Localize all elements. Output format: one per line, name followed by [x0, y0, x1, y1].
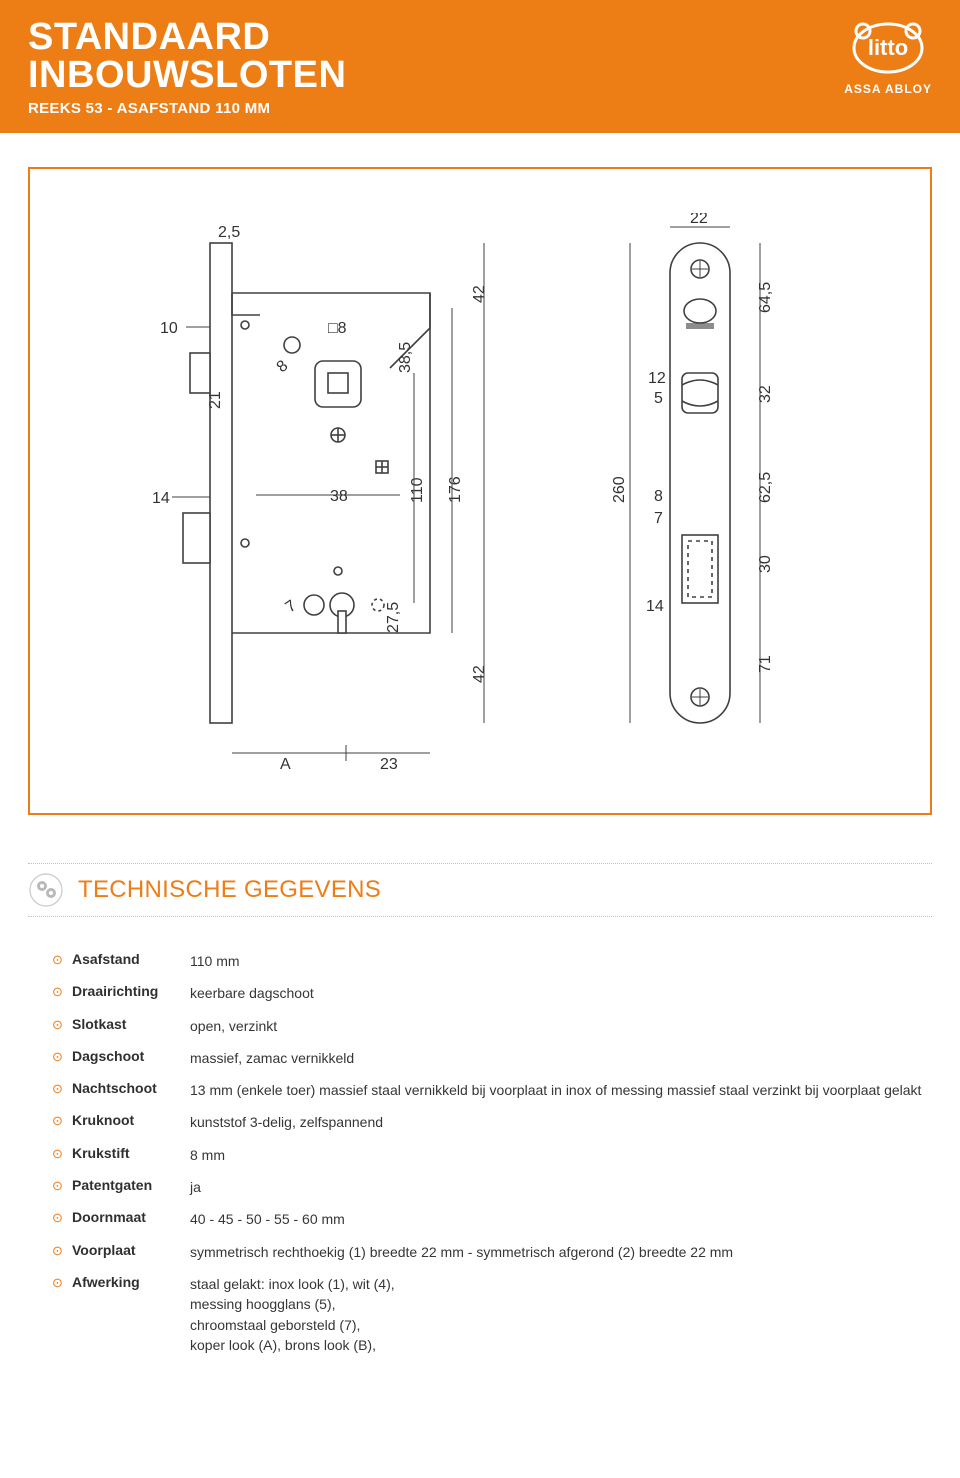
spec-label: Slotkast [72, 1016, 190, 1032]
spec-row: ⊙Slotkastopen, verzinkt [52, 1016, 932, 1036]
spec-value: staal gelakt: inox look (1), wit (4),mes… [190, 1274, 932, 1355]
dim-42-bot: 42 [471, 665, 488, 683]
bullet-icon: ⊙ [52, 1209, 72, 1227]
dim-176: 176 [447, 476, 464, 503]
spec-value: 40 - 45 - 50 - 55 - 60 mm [190, 1209, 932, 1229]
spec-label: Kruknoot [72, 1112, 190, 1128]
spec-label: Asafstand [72, 951, 190, 967]
dim-38: 38 [330, 488, 348, 505]
technical-drawing-frame: 2,5 10 □8 8 21 38,5 42 14 38 110 176 7 2… [28, 167, 932, 815]
spec-value-subline: chroomstaal geborsteld (7), [190, 1315, 932, 1335]
lock-body-drawing: 2,5 10 □8 8 21 38,5 42 14 38 110 176 7 2… [152, 224, 488, 773]
title-line-1: STANDAARD [28, 18, 346, 56]
spec-row: ⊙Kruknootkunststof 3-delig, zelfspannend [52, 1112, 932, 1132]
specs-list: ⊙Asafstand110 mm⊙Draairichtingkeerbare d… [52, 951, 932, 1355]
spec-value: 13 mm (enkele toer) massief staal vernik… [190, 1080, 932, 1100]
gear-icon [28, 872, 64, 908]
litto-logo-icon: litto [845, 20, 931, 78]
bullet-icon: ⊙ [52, 1048, 72, 1066]
dim-lower-7: 7 [283, 597, 300, 616]
dim-7: 7 [654, 510, 663, 527]
spec-value: ja [190, 1177, 932, 1197]
bullet-icon: ⊙ [52, 983, 72, 1001]
bullet-icon: ⊙ [52, 1177, 72, 1195]
spec-value: open, verzinkt [190, 1016, 932, 1036]
dim-14: 14 [152, 490, 170, 507]
subtitle: REEKS 53 - ASAFSTAND 110 MM [28, 100, 346, 117]
dim-small-8: 8 [274, 357, 292, 376]
dim-62-5: 62,5 [757, 472, 774, 503]
bullet-icon: ⊙ [52, 1242, 72, 1260]
dim-32: 32 [757, 385, 774, 403]
bullet-icon: ⊙ [52, 1016, 72, 1034]
dim-5: 5 [654, 390, 663, 407]
spec-label: Draairichting [72, 983, 190, 999]
spec-row: ⊙Asafstand110 mm [52, 951, 932, 971]
spec-value-subline: koper look (A), brons look (B), [190, 1335, 932, 1355]
dim-8: 8 [654, 488, 663, 505]
dim-71: 71 [757, 655, 774, 673]
bullet-icon: ⊙ [52, 951, 72, 969]
spec-row: ⊙Voorplaatsymmetrisch rechthoekig (1) br… [52, 1242, 932, 1262]
spec-label: Doornmaat [72, 1209, 190, 1225]
spec-value: 8 mm [190, 1145, 932, 1165]
dim-sq8: □8 [328, 320, 347, 337]
spec-value-subline: messing hoogglans (5), [190, 1294, 932, 1314]
spec-value: 110 mm [190, 951, 932, 971]
spec-row: ⊙Draairichtingkeerbare dagschoot [52, 983, 932, 1003]
dim-38-5: 38,5 [397, 342, 414, 373]
spec-row: ⊙Krukstift8 mm [52, 1145, 932, 1165]
spec-label: Voorplaat [72, 1242, 190, 1258]
dim-10: 10 [160, 320, 178, 337]
bullet-icon: ⊙ [52, 1145, 72, 1163]
dim-A: A [280, 756, 291, 773]
spec-value: kunststof 3-delig, zelfspannend [190, 1112, 932, 1132]
spec-row: ⊙Nachtschoot13 mm (enkele toer) massief … [52, 1080, 932, 1100]
dim-30: 30 [757, 555, 774, 573]
spec-label: Dagschoot [72, 1048, 190, 1064]
brand-text: ASSA ABLOY [844, 82, 932, 96]
bullet-icon: ⊙ [52, 1080, 72, 1098]
spec-label: Krukstift [72, 1145, 190, 1161]
dim-42-top: 42 [471, 285, 488, 303]
svg-text:litto: litto [868, 35, 908, 60]
section-title: TECHNISCHE GEGEVENS [78, 876, 381, 904]
spec-label: Nachtschoot [72, 1080, 190, 1096]
bullet-icon: ⊙ [52, 1274, 72, 1292]
spec-value: massief, zamac vernikkeld [190, 1048, 932, 1068]
spec-label: Patentgaten [72, 1177, 190, 1193]
dim-110: 110 [409, 477, 426, 503]
spec-row: ⊙Afwerkingstaal gelakt: inox look (1), w… [52, 1274, 932, 1355]
dim-22: 22 [690, 213, 708, 227]
dim-64-5: 64,5 [757, 282, 774, 313]
dim-12: 12 [648, 370, 666, 387]
dim-27-5: 27,5 [385, 602, 402, 633]
spec-value: symmetrisch rechthoekig (1) breedte 22 m… [190, 1242, 932, 1262]
header-title-block: STANDAARD INBOUWSLOTEN REEKS 53 - ASAFST… [28, 18, 346, 117]
spec-row: ⊙Patentgatenja [52, 1177, 932, 1197]
spec-row: ⊙Doornmaat40 - 45 - 50 - 55 - 60 mm [52, 1209, 932, 1229]
dim-21: 21 [207, 391, 224, 409]
spec-label: Afwerking [72, 1274, 190, 1290]
strike-plate-drawing: 22 64,5 12 5 32 260 8 7 62,5 30 14 71 [611, 213, 774, 723]
spec-row: ⊙Dagschootmassief, zamac vernikkeld [52, 1048, 932, 1068]
dim-inner-14: 14 [646, 598, 664, 615]
bullet-icon: ⊙ [52, 1112, 72, 1130]
spec-value: keerbare dagschoot [190, 983, 932, 1003]
logo-block: litto ASSA ABLOY [844, 20, 932, 96]
dim-260: 260 [611, 476, 628, 503]
title-line-2: INBOUWSLOTEN [28, 56, 346, 94]
section-title-bar: TECHNISCHE GEGEVENS [28, 863, 932, 917]
dim-23: 23 [380, 756, 398, 773]
dim-2-5: 2,5 [218, 224, 240, 241]
page-header: STANDAARD INBOUWSLOTEN REEKS 53 - ASAFST… [0, 0, 960, 133]
technical-drawing: 2,5 10 □8 8 21 38,5 42 14 38 110 176 7 2… [90, 213, 870, 783]
